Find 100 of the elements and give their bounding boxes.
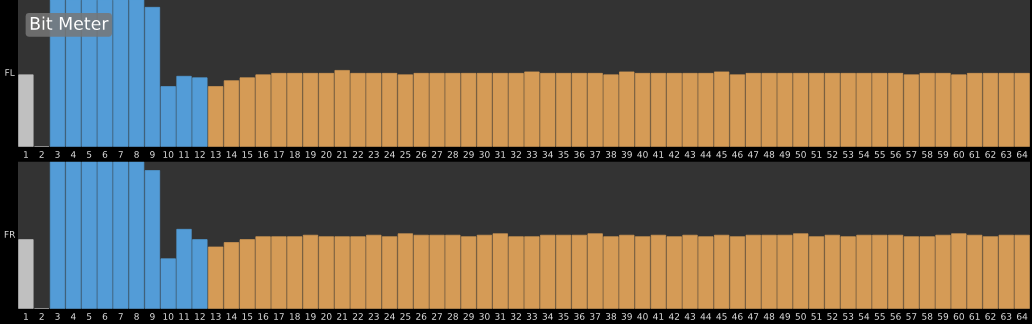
x-tick-label: 27 (431, 151, 442, 158)
x-tick-label: 26 (416, 313, 427, 320)
x-tick-label: 28 (447, 151, 458, 158)
x-tick-label: 49 (779, 313, 791, 320)
x-tick-label: 21 (337, 151, 348, 158)
x-tick-label: 16 (258, 313, 269, 320)
x-tick-label: 9 (150, 313, 155, 320)
x-tick-label: 23 (368, 313, 379, 320)
x-tick-label: 60 (953, 151, 964, 158)
x-tick-label: 23 (368, 151, 379, 158)
x-tick-label: 18 (289, 151, 300, 158)
x-tick-label: 57 (906, 313, 917, 320)
x-tick-label: 64 (1016, 313, 1028, 320)
x-tick-label: 22 (352, 151, 363, 158)
x-tick-label: 63 (1001, 313, 1012, 320)
x-tick-label: 47 (747, 313, 759, 320)
x-tick-label: 51 (811, 151, 822, 158)
x-tick-label: 55 (874, 151, 885, 158)
x-tick-label: 62 (985, 313, 996, 320)
x-tick-label: 28 (447, 313, 458, 320)
x-tick-label: 59 (937, 151, 949, 158)
x-tick-label: 1 (24, 151, 28, 158)
x-tick-label: 53 (843, 151, 854, 158)
x-tick-label: 16 (258, 151, 269, 158)
x-tick-label: 46 (732, 151, 743, 158)
x-tick-label: 20 (321, 151, 332, 158)
x-tick-label: 2 (39, 313, 44, 320)
x-tick-label: 61 (969, 313, 980, 320)
x-tick-label: 61 (969, 151, 980, 158)
x-tick-label: 10 (163, 151, 174, 158)
x-tick-label: 37 (590, 151, 601, 158)
x-tick-label: 13 (210, 313, 221, 320)
x-tick-label: 9 (150, 151, 155, 158)
x-tick-label: 49 (779, 151, 791, 158)
x-tick-label: 54 (858, 313, 870, 320)
x-tick-label: 50 (795, 151, 806, 158)
x-tick-label: 40 (637, 151, 648, 158)
x-tick-label: 15 (242, 151, 253, 158)
x-tick-label: 29 (463, 313, 474, 320)
x-tick-label: 58 (922, 313, 933, 320)
x-tick-label: 13 (210, 151, 221, 158)
x-tick-label: 32 (511, 151, 521, 158)
x-tick-label: 40 (637, 313, 648, 320)
x-tick-label: 52 (827, 151, 838, 158)
x-tick-label: 10 (163, 313, 174, 320)
x-tick-label: 19 (305, 151, 316, 158)
x-tick-label: 12 (195, 151, 205, 158)
x-tick-label: 29 (463, 151, 474, 158)
x-tick-label: 56 (890, 313, 901, 320)
x-tick-label: 26 (416, 151, 427, 158)
x-tick-label: 32 (511, 313, 521, 320)
x-tick-label: 60 (953, 313, 964, 320)
x-tick-label: 53 (843, 313, 854, 320)
x-tick-label: 47 (747, 151, 759, 158)
x-tick-label: 8 (134, 313, 139, 320)
x-tick-label: 52 (827, 313, 838, 320)
x-tick-label: 39 (621, 151, 632, 158)
x-tick-label: 62 (985, 151, 996, 158)
x-tick-label: 43 (684, 313, 696, 320)
x-tick-label: 33 (526, 313, 537, 320)
x-tick-label: 3 (55, 313, 60, 320)
x-tick-label: 34 (542, 313, 553, 320)
x-tick-label: 27 (431, 313, 442, 320)
x-tick-label: 18 (289, 313, 300, 320)
x-tick-label: 44 (700, 151, 712, 158)
x-tick-label: 25 (400, 313, 411, 320)
x-tick-label: 5 (86, 151, 92, 158)
x-tick-label: 14 (226, 151, 237, 158)
x-tick-label: 31 (495, 313, 506, 320)
x-tick-label: 12 (195, 313, 205, 320)
x-tick-label: 24 (384, 151, 395, 158)
x-tick-label: 17 (274, 151, 284, 158)
x-tick-label: 35 (558, 313, 569, 320)
text: Bit Meter (30, 16, 109, 30)
x-tick-label: 4 (70, 313, 76, 320)
x-tick-label: 48 (763, 151, 775, 158)
x-tick-label: 42 (668, 313, 680, 320)
y-axis-title: FR (4, 231, 16, 238)
x-tick-label: 31 (495, 151, 506, 158)
x-tick-label: 35 (558, 151, 569, 158)
x-tick-label: 46 (732, 313, 743, 320)
x-tick-label: 36 (574, 313, 585, 320)
x-tick-label: 41 (653, 313, 664, 320)
x-tick-label: 8 (134, 151, 139, 158)
x-tick-label: 25 (400, 151, 411, 158)
x-tick-label: 38 (605, 313, 617, 320)
x-tick-label: 39 (621, 313, 632, 320)
x-tick-label: 63 (1001, 151, 1012, 158)
x-tick-label: 11 (179, 151, 189, 158)
x-tick-label: 43 (684, 151, 696, 158)
x-tick-label: 17 (274, 313, 284, 320)
x-tick-label: 59 (937, 313, 949, 320)
x-tick-label: 33 (526, 151, 537, 158)
x-tick-label: 64 (1016, 151, 1028, 158)
y-axis-title: FL (5, 69, 15, 76)
x-tick-label: 3 (55, 151, 60, 158)
x-tick-label: 15 (242, 313, 253, 320)
x-tick-label: 6 (102, 313, 108, 320)
x-tick-label: 21 (337, 313, 348, 320)
x-tick-label: 19 (305, 313, 316, 320)
